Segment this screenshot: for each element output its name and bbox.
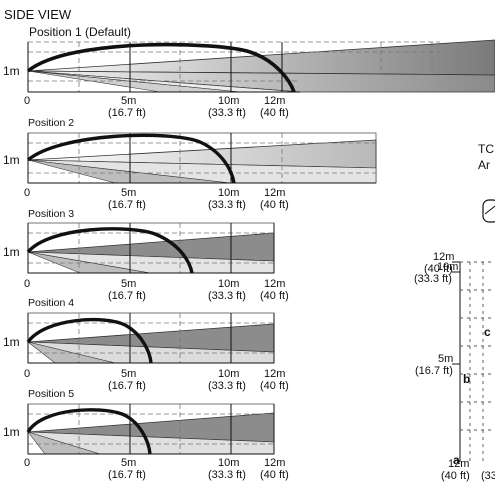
tick-10m: 10m [218,95,239,107]
tick-5m-ft: (16.7 ft) [108,380,146,392]
height-label: 1m [3,425,20,439]
tick-12m-ft: (40 ft) [260,290,289,302]
tick-5m-ft: (16.7 ft) [108,469,146,481]
position-1-label: Position 1 (Default) [29,25,131,39]
position-1-panel: Position 1 (Default) 1m 0 5m (16.7 ft) 1… [3,25,495,119]
grid-lines [27,223,275,274]
tick-12m: 12m [264,95,285,107]
tick-10m-ft: (33.3 ft) [208,469,246,481]
top-view-title-2: Ar [478,158,490,172]
top-view-fragment: TC Ar 12m (40 ft) 10m 10m 10m 10m (33.3 … [414,142,495,482]
top-bottom-ft-2: (33 [481,470,495,482]
tick-12m: 12m [264,278,285,290]
grid-lines [27,42,300,93]
detection-arc [26,133,236,184]
position-4-panel: Position 4 1m 0 5m (16.7 ft) 10m (33.3 f… [3,297,289,392]
top-y-12m-ft: (40 ft) [424,263,453,275]
position-2-panel: Position 2 1m 0 5m (16.7 ft) 10m (33.3 f… [3,117,377,211]
top-bottom-ft: (40 ft) [441,470,470,482]
tick-0: 0 [24,368,30,380]
top-view-title-1: TC [478,142,494,156]
guide-lines [28,133,376,183]
tick-10m-ft: (33.3 ft) [208,290,246,302]
detection-arc [26,42,296,93]
tick-5m: 5m [121,95,136,107]
sensor-icon [482,199,495,223]
tick-5m-ft: (16.7 ft) [108,290,146,302]
tick-5m: 5m [121,368,136,380]
position-4-label: Position 4 [28,297,74,309]
tick-10m-ft: (33.3 ft) [208,380,246,392]
height-label: 1m [3,153,20,167]
tick-5m: 5m [121,187,136,199]
tick-12m: 12m [264,187,285,199]
height-label: 1m [3,335,20,349]
tick-5m: 5m [121,457,136,469]
grid-lines [27,404,275,455]
position-3-label: Position 3 [28,208,74,220]
top-y-10m-ft: (33.3 ft) [414,273,452,285]
tick-10m: 10m [218,368,239,380]
position-3-panel: Position 3 1m 0 5m (16.7 ft) 10m (33.3 f… [3,208,289,302]
zone-a: a [453,453,460,467]
guide-lines [28,404,274,454]
tick-12m-ft: (40 ft) [260,107,289,119]
tick-10m: 10m [218,187,239,199]
position-5-label: Position 5 [28,388,74,400]
diagram-title: SIDE VIEW [4,7,72,22]
zone-c: c [484,325,491,339]
tick-10m: 10m [218,457,239,469]
height-label: 1m [3,245,20,259]
height-label: 1m [3,64,20,78]
top-y-10m-tick: 10m [437,261,458,273]
tick-0: 0 [24,95,30,107]
tick-0: 0 [24,457,30,469]
tick-12m: 12m [264,457,285,469]
tick-5m-ft: (16.7 ft) [108,107,146,119]
tick-5m: 5m [121,278,136,290]
detection-arc [26,317,153,364]
tick-12m-ft: (40 ft) [260,469,289,481]
tick-12m-ft: (40 ft) [260,380,289,392]
tick-10m-ft: (33.3 ft) [208,199,246,211]
position-2-label: Position 2 [28,117,74,129]
position-5-panel: Position 5 1m 0 5m (16.7 ft) 10m (33.3 f… [3,388,289,481]
zone-b: b [463,372,470,386]
tick-10m: 10m [218,278,239,290]
tick-10m-ft: (33.3 ft) [208,107,246,119]
tick-12m: 12m [264,368,285,380]
top-grid [460,261,495,462]
tick-0: 0 [24,278,30,290]
top-y-12m: 12m [433,251,454,263]
detection-arc [26,227,194,274]
guide-lines [28,41,440,92]
tick-12m-ft: (40 ft) [260,199,289,211]
detection-arc [26,408,152,455]
top-bottom-12m-visible: 12m [448,458,469,470]
tick-0: 0 [24,187,30,199]
top-y-5m: 5m [438,353,453,365]
tick-5m-ft: (16.7 ft) [108,199,146,211]
top-y-5m-ft: (16.7 ft) [415,365,453,377]
